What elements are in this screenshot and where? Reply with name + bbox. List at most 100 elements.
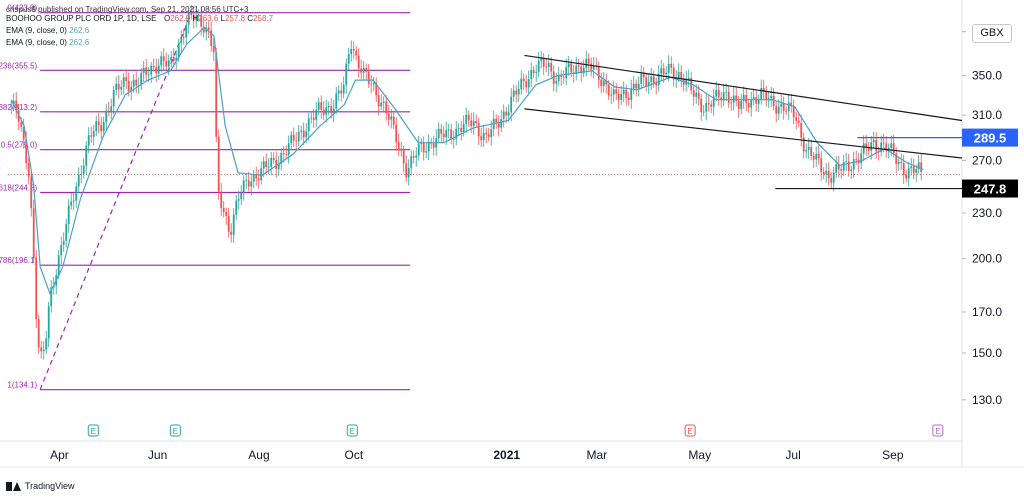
- candle-body: [97, 121, 100, 125]
- ohlc-open-label: O: [164, 14, 171, 23]
- candle-body: [662, 68, 665, 75]
- candle-body: [65, 224, 68, 241]
- candle-body: [447, 129, 450, 131]
- candle-body: [875, 140, 878, 152]
- candle-body: [80, 173, 83, 175]
- candle-body: [892, 143, 895, 154]
- candle-body: [512, 90, 515, 97]
- candle-body: [315, 109, 318, 120]
- candle-body: [485, 132, 488, 135]
- candle-body: [132, 79, 135, 87]
- candle-body: [252, 174, 255, 182]
- candle-body: [235, 200, 238, 215]
- candle-body: [45, 338, 48, 350]
- candle-body: [412, 156, 415, 158]
- ema-legend-1[interactable]: EMA (9, close, 0) 262.6: [6, 26, 89, 35]
- candle-body: [202, 26, 205, 33]
- candle-body: [700, 98, 703, 113]
- candle-body: [297, 131, 300, 142]
- candle-body: [32, 208, 35, 259]
- footer-brand: TradingView: [6, 481, 75, 491]
- candle-body: [42, 349, 45, 352]
- candle-body: [527, 79, 530, 88]
- candle-body: [382, 101, 385, 103]
- candle-body: [262, 161, 265, 169]
- x-tick-label: Jun: [148, 448, 167, 462]
- ema-legend-1-value: 262.6: [69, 26, 90, 35]
- candle-body: [510, 96, 513, 113]
- candle-body: [350, 48, 353, 55]
- candle-body: [182, 37, 185, 39]
- currency-button[interactable]: GBX: [972, 24, 1012, 43]
- candle-body: [720, 97, 723, 101]
- candle-body: [67, 205, 70, 225]
- candle-body: [597, 66, 600, 80]
- candle-body: [592, 65, 595, 70]
- candle-body: [775, 106, 778, 114]
- x-tick-label: Mar: [586, 448, 607, 462]
- candle-body: [270, 157, 273, 167]
- candle-body: [230, 231, 233, 235]
- candle-body: [617, 93, 620, 101]
- candle-body: [437, 128, 440, 139]
- candle-body: [390, 116, 393, 120]
- candle-body: [677, 72, 680, 78]
- candle-body: [440, 128, 443, 134]
- earnings-marker-icon: [346, 424, 358, 437]
- candle-body: [87, 135, 90, 146]
- candle-body: [120, 86, 123, 90]
- candle-body: [915, 169, 918, 173]
- candle-body: [305, 131, 308, 138]
- candle-body: [810, 146, 813, 156]
- candle-body: [265, 161, 268, 168]
- candle-body: [695, 92, 698, 97]
- candle-body: [840, 169, 843, 171]
- candle-body: [852, 159, 855, 170]
- candle-body: [130, 86, 133, 92]
- candle-body: [495, 118, 498, 123]
- candle-body: [885, 143, 888, 152]
- candle-body: [377, 95, 380, 107]
- candle-body: [910, 166, 913, 169]
- ema-legend-2[interactable]: EMA (9, close, 0) 262.6: [6, 38, 89, 47]
- ema-legend-1-label: EMA (9, close, 0): [6, 26, 67, 35]
- candle-body: [847, 161, 850, 172]
- candle-body: [722, 92, 725, 101]
- candle-body: [702, 111, 705, 113]
- candle-body: [625, 89, 628, 98]
- earnings-marker-icon: [684, 424, 696, 437]
- candle-body: [10, 104, 13, 106]
- candle-body: [802, 137, 805, 152]
- earnings-marker-label: E: [350, 427, 355, 436]
- candle-body: [312, 117, 315, 120]
- candle-body: [537, 60, 540, 72]
- candle-body: [57, 255, 60, 276]
- candle-body: [332, 108, 335, 114]
- candle-body: [630, 88, 633, 100]
- candle-body: [612, 89, 615, 95]
- candle-body: [215, 52, 218, 137]
- fib-level-label: 0.236(355.5): [0, 61, 38, 70]
- candle-body: [142, 67, 145, 73]
- candle-body: [172, 56, 175, 61]
- candle-body: [227, 215, 230, 232]
- candle-body: [340, 90, 343, 94]
- candle-body: [787, 102, 790, 112]
- candle-body: [685, 78, 688, 85]
- candle-body: [530, 70, 533, 80]
- candle-body: [782, 103, 785, 112]
- y-tick-label: 130.0: [972, 393, 1002, 407]
- candle-body: [547, 63, 550, 68]
- candle-body: [240, 193, 243, 200]
- ema-line: [10, 26, 924, 295]
- candle-body: [145, 67, 148, 75]
- candle-body: [157, 65, 160, 74]
- candle-body: [867, 147, 870, 151]
- candle-body: [920, 162, 923, 172]
- candle-body: [217, 136, 220, 192]
- earnings-marker-icon: [87, 424, 99, 437]
- candle-body: [287, 143, 290, 155]
- candle-body: [122, 77, 125, 87]
- candle-body: [407, 167, 410, 178]
